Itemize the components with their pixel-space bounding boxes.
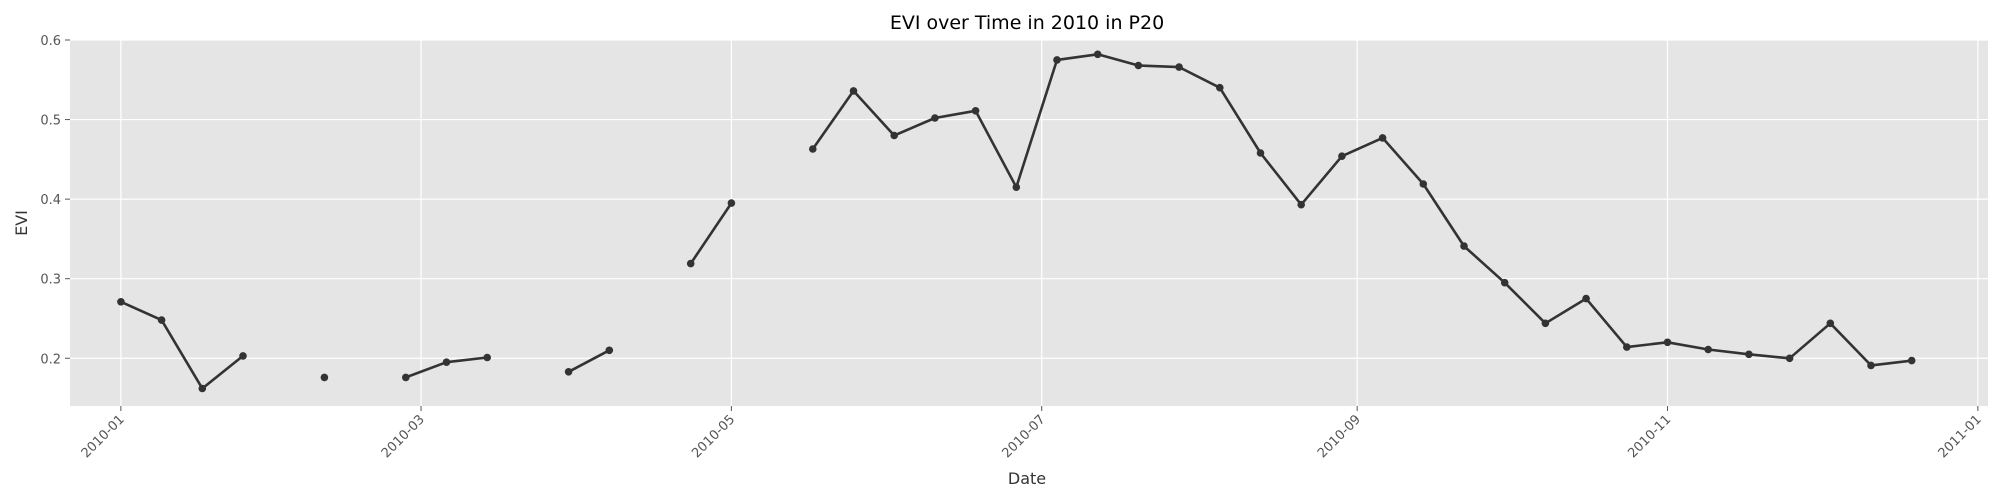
data-point xyxy=(1419,180,1428,188)
data-point xyxy=(605,346,614,355)
data-point xyxy=(849,87,858,95)
data-point xyxy=(1175,63,1183,71)
y-tick-label: 0.2 xyxy=(40,352,61,367)
data-point xyxy=(442,358,451,367)
x-tick-label: 2010-11 xyxy=(1625,412,1674,461)
x-axis-label: Date xyxy=(1008,469,1046,488)
data-point xyxy=(157,316,166,324)
data-point xyxy=(483,353,492,362)
data-point xyxy=(971,107,980,115)
data-point xyxy=(1704,345,1712,354)
data-point xyxy=(1216,83,1224,92)
data-point xyxy=(1623,343,1631,351)
series-line-segment xyxy=(689,202,733,265)
x-tick-label: 2010-07 xyxy=(1000,412,1049,461)
data-point xyxy=(1297,200,1305,209)
y-tick-label: 0.5 xyxy=(40,114,61,129)
data-point xyxy=(1338,152,1346,160)
y-tick-label: 0.6 xyxy=(40,34,61,49)
data-point xyxy=(1134,61,1143,70)
series-line-segment xyxy=(567,349,610,373)
data-point xyxy=(1785,354,1794,363)
series-layer xyxy=(117,50,1916,393)
series-line-segment xyxy=(811,52,1912,367)
data-point xyxy=(402,373,410,382)
data-point xyxy=(1541,319,1550,328)
data-point xyxy=(1012,183,1021,191)
data-point xyxy=(1582,294,1590,303)
data-point xyxy=(117,298,125,306)
data-point xyxy=(727,199,736,207)
data-point xyxy=(1500,278,1509,287)
chart-title: EVI over Time in 2010 in P20 xyxy=(890,12,1164,34)
y-tick-label: 0.4 xyxy=(40,193,61,208)
data-point xyxy=(809,145,817,153)
data-point xyxy=(686,259,695,268)
data-point xyxy=(1460,242,1468,250)
data-point xyxy=(1745,350,1753,359)
series-line-segment xyxy=(120,300,244,390)
data-point xyxy=(1907,356,1916,365)
data-point xyxy=(1378,134,1387,142)
x-tick-label: 2010-01 xyxy=(79,412,128,461)
plot-area xyxy=(70,40,1988,406)
grid-lines xyxy=(70,39,1988,406)
data-point xyxy=(564,368,573,376)
data-point xyxy=(198,384,207,393)
x-tick-label: 2010-03 xyxy=(379,412,428,461)
x-tick-label: 2010-09 xyxy=(1315,412,1364,461)
y-axis-label: EVI xyxy=(12,210,31,236)
data-point xyxy=(1053,56,1061,64)
x-tick-label: 2010-05 xyxy=(689,412,738,461)
data-point xyxy=(1663,338,1672,347)
data-point xyxy=(239,352,247,360)
data-point xyxy=(1826,319,1835,328)
data-point xyxy=(1093,50,1102,59)
data-point xyxy=(320,373,329,382)
x-tick-label: 2011-01 xyxy=(1936,412,1985,461)
data-point xyxy=(890,131,898,140)
y-tick-label: 0.3 xyxy=(40,273,61,288)
data-point xyxy=(931,114,939,122)
data-point xyxy=(1867,361,1875,370)
data-point xyxy=(1256,149,1265,157)
